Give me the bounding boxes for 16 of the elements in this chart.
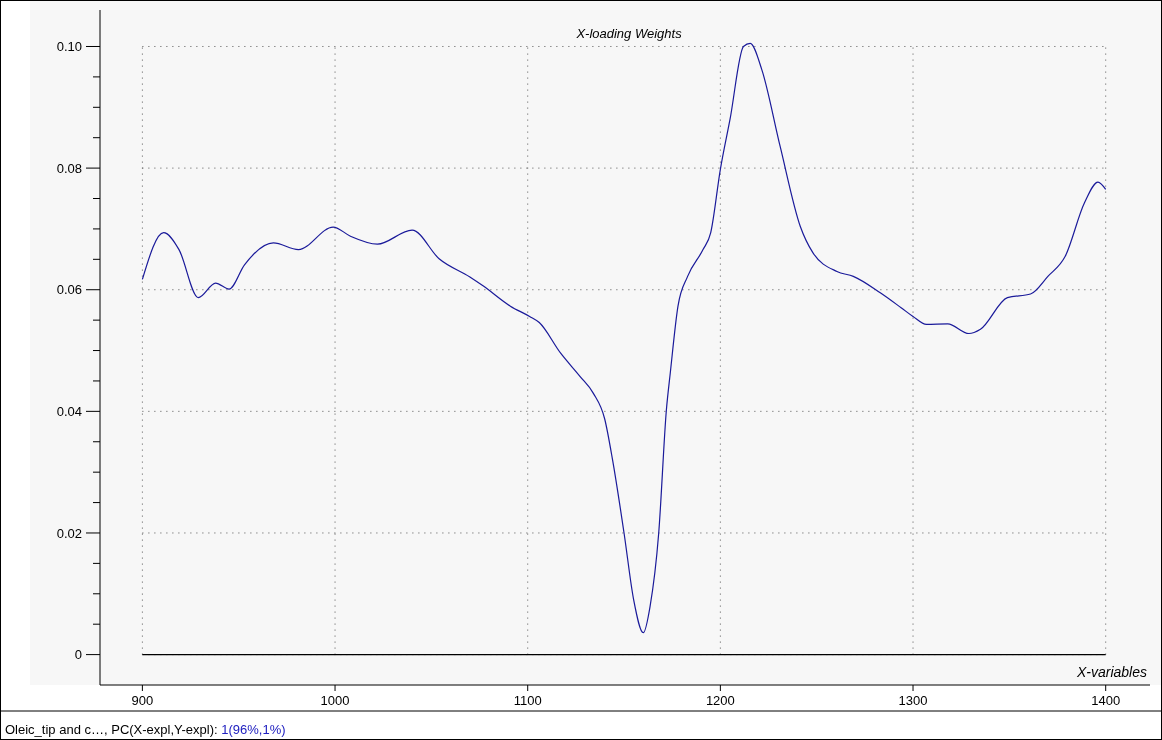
y-tick-label: 0.08 [56,160,82,176]
x-tick-label: 1100 [513,693,542,708]
text: Oleic_tip and c…, PC(X-expl,Y-expl): [5,722,222,737]
y-tick-label: 0 [74,647,82,663]
text: 1(96%,1%) [221,722,286,737]
y-tick-label: 0.02 [56,525,82,541]
x-tick-label: 900 [131,693,154,708]
x-axis-title: X-variables [1075,664,1147,680]
y-tick-label: 0.04 [56,403,82,419]
x-tick-label: 1300 [898,693,928,708]
text: X-loading Weights [575,26,683,41]
y-tick-label: 0.10 [56,39,82,55]
x-tick-label: 1200 [705,693,735,708]
y-tick-label: 0.06 [56,282,82,298]
x-tick-label: 1000 [320,693,350,708]
x-tick-label: 1400 [1091,693,1121,708]
